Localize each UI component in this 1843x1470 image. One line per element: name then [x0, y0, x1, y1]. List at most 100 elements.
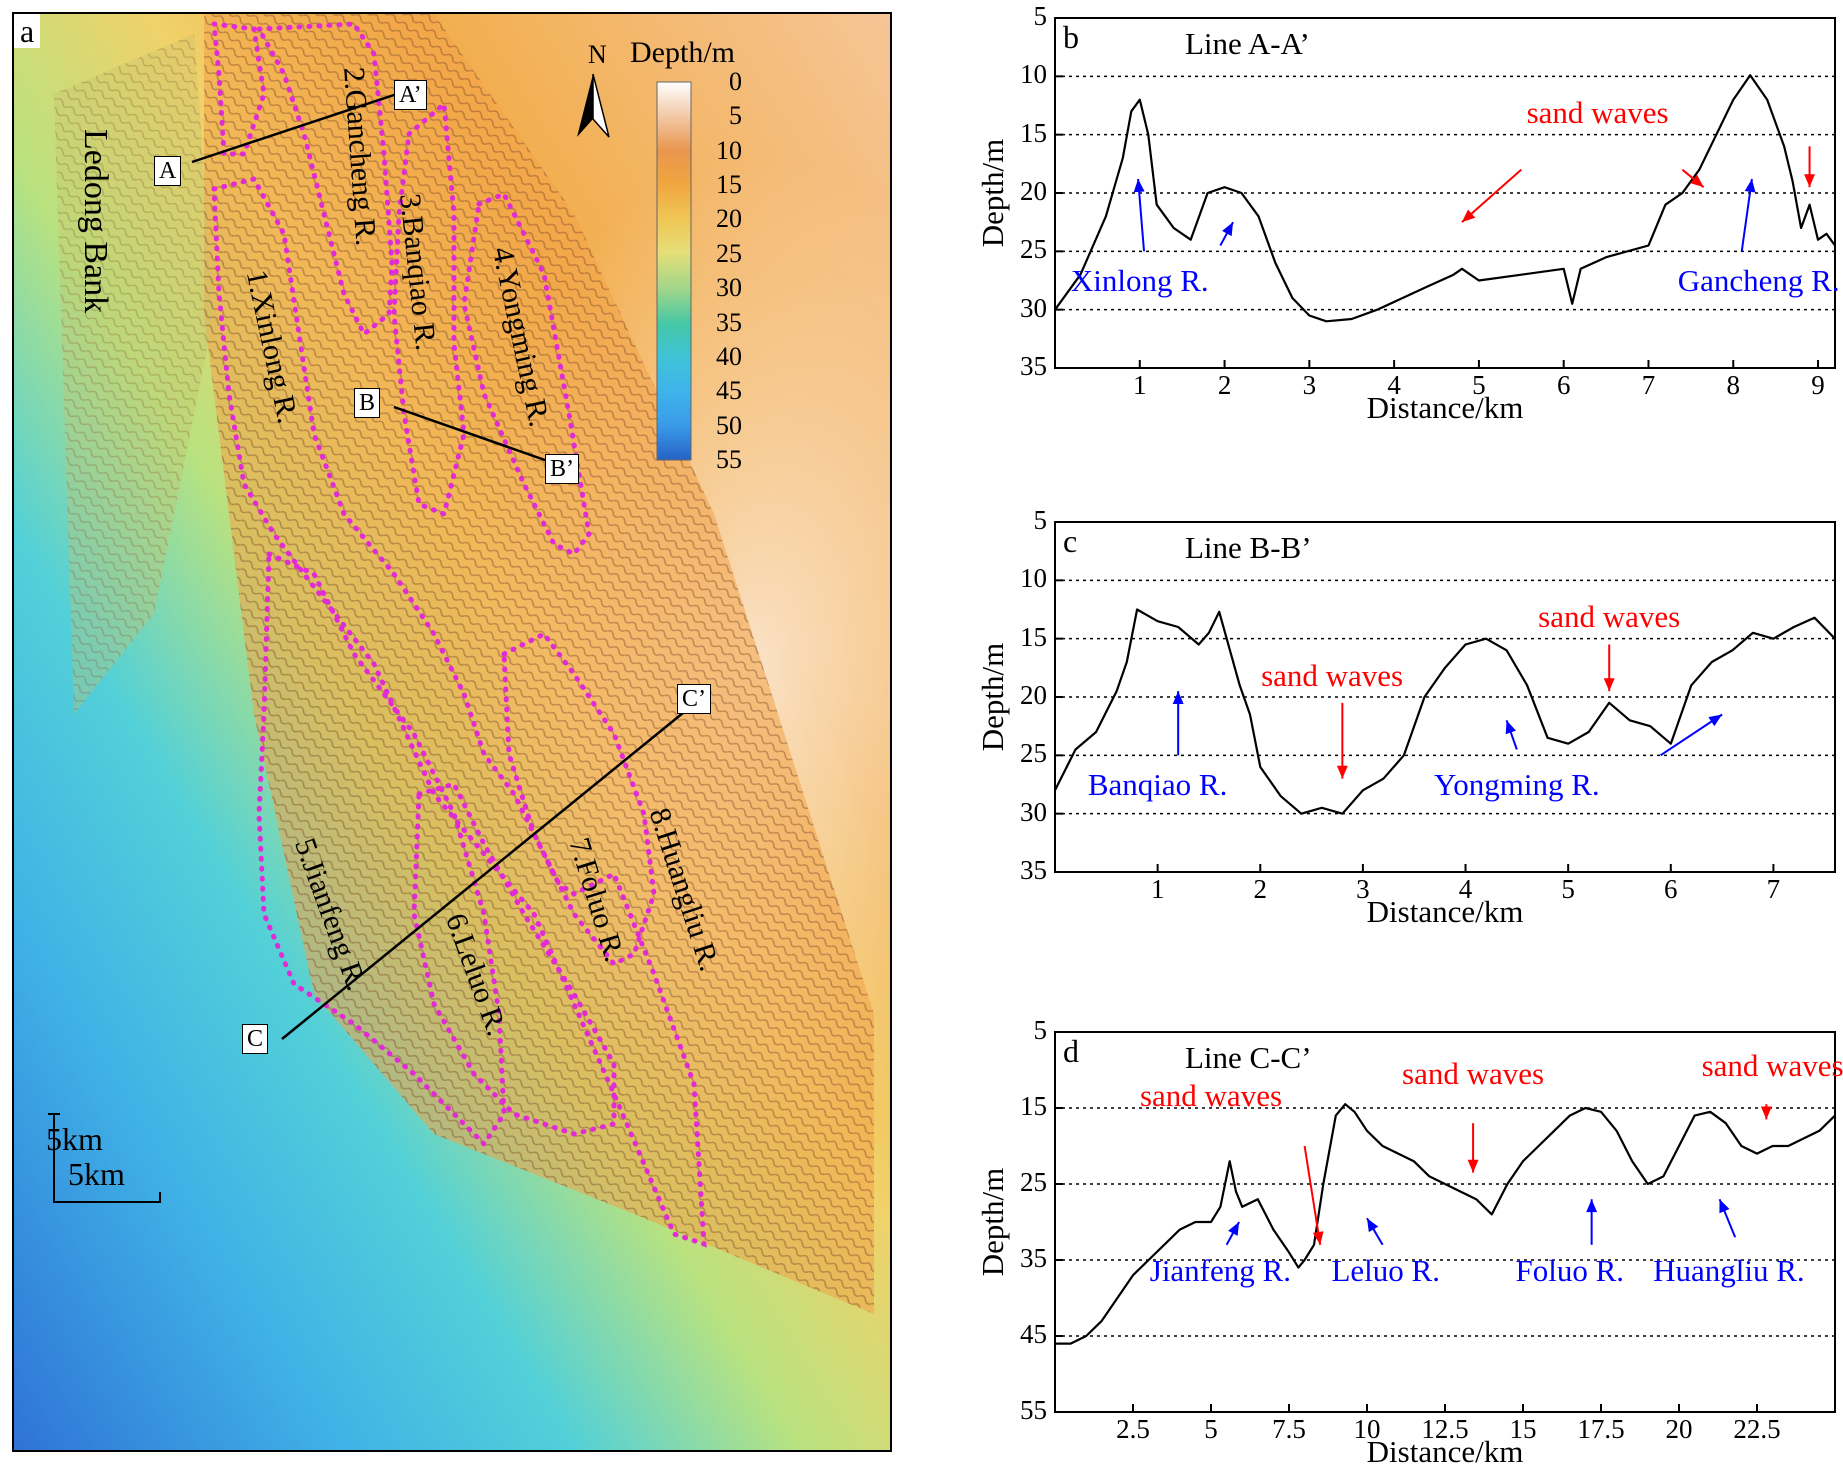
y-axis-title: Depth/m	[975, 138, 1010, 248]
profile-title: Line A-A’	[1185, 26, 1310, 61]
y-tick-label: 35	[1020, 855, 1047, 885]
x-axis-title: Distance/km	[1366, 390, 1524, 425]
legend-tick-label: 0	[729, 67, 742, 96]
ridge-label: Jianfeng R.	[1149, 1253, 1291, 1289]
scale-label-vertical: 5km	[46, 1121, 103, 1157]
ridge-label: Gancheng R.	[1677, 262, 1840, 298]
y-tick-label: 45	[1020, 1319, 1047, 1349]
panel-letter-a: a	[14, 14, 41, 48]
y-axis-title: Depth/m	[975, 1167, 1010, 1277]
legend-title: Depth/m	[630, 36, 735, 69]
y-tick-label: 25	[1020, 234, 1047, 265]
sand-waves-label: sand waves	[1402, 1055, 1545, 1091]
y-tick-label: 35	[1020, 351, 1047, 381]
legend-tick-label: 35	[716, 307, 742, 337]
line-end-b: B	[354, 388, 381, 418]
profile-panel-b: 5 10 15 20 25 30 35 1 2 3 4 5 6 7 8 9 sand waves Xinlong …	[945, 0, 1843, 505]
x-tick-label: 8	[1726, 370, 1741, 400]
profile-panel-d: 5 15 25 35 45 55 2.5 5 7.5 10 12.5 15 17.5 20 22.5 sand…	[945, 1015, 1843, 1469]
profile-panel-c: 5 10 15 20 25 30 35 1 2 3 4 5 6 7 sand waves sand waves…	[945, 505, 1843, 1020]
sand-waves-arrow	[1461, 168, 1522, 223]
x-tick-label: 3	[1356, 874, 1370, 904]
sand-waves-label: sand waves	[1538, 599, 1681, 635]
sand-waves-label: sand waves	[1139, 1078, 1283, 1114]
y-tick-label: 5	[1033, 505, 1048, 535]
y-tick-label: 30	[1020, 796, 1047, 827]
legend-tick-label: 55	[716, 445, 742, 474]
sand-waves-label: sand waves	[1261, 657, 1404, 693]
arrow-head-icon	[1367, 1218, 1379, 1233]
north-arrow-icon	[577, 73, 610, 138]
x-tick-label: 1	[1150, 874, 1165, 904]
x-tick-label: 9	[1811, 370, 1825, 400]
profile-lines	[191, 87, 695, 1040]
arrow-head-icon	[1312, 1231, 1324, 1245]
line-end-b-prime: B’	[545, 454, 579, 484]
y-tick-label: 15	[1020, 1091, 1047, 1121]
x-tick-label: 4	[1387, 370, 1401, 400]
legend-tick-label: 30	[716, 273, 742, 303]
y-tick-label: 25	[1020, 1167, 1047, 1197]
y-tick-label: 5	[1033, 1, 1048, 31]
line-end-c-prime: C’	[677, 684, 711, 714]
arrow-head-icon	[1133, 179, 1145, 193]
x-tick-label: 10	[1353, 1414, 1381, 1444]
ridge-label: Banqiao R.	[1087, 766, 1228, 802]
profile-title: Line B-B’	[1185, 530, 1312, 565]
arrow-head-icon	[1708, 714, 1723, 727]
x-tick-label: 2.5	[1116, 1414, 1150, 1444]
line-end-c: C	[242, 1024, 269, 1054]
arrow-head-icon	[1744, 179, 1756, 193]
ridge-label: Xinlong R.	[1070, 262, 1209, 298]
map-canvas	[14, 14, 890, 1450]
y-tick-label: 25	[1020, 738, 1047, 769]
arrow-head-icon	[1228, 1222, 1240, 1236]
y-tick-label: 10	[1020, 59, 1047, 90]
legend-tick-label: 20	[716, 204, 742, 234]
panel-letter-c: c	[1057, 524, 1084, 558]
x-tick-label: 7.5	[1272, 1414, 1306, 1444]
y-tick-label: 30	[1020, 292, 1047, 323]
panel-letter-d: d	[1057, 1034, 1085, 1068]
x-tick-label: 7	[1766, 874, 1781, 904]
sand-waves-label: sand waves	[1701, 1048, 1843, 1083]
x-tick-label: 1	[1133, 370, 1147, 400]
plot-frame	[1054, 17, 1836, 369]
north-label: N	[588, 40, 607, 69]
ridge-outlines	[211, 21, 707, 1248]
line-end-a-prime: A’	[394, 80, 427, 110]
legend-tick-label: 45	[716, 376, 742, 406]
ridge-label: Yongming R.	[1433, 766, 1600, 802]
ridge-label: Foluo R.	[1515, 1253, 1625, 1289]
sand-waves-label: sand waves	[1526, 95, 1669, 131]
ridge-label: Leluo R.	[1331, 1253, 1440, 1289]
y-tick-label: 15	[1020, 621, 1047, 652]
y-axis-title: Depth/m	[975, 642, 1010, 752]
profile-title: Line C-C’	[1185, 1040, 1312, 1075]
y-tick-label: 20	[1020, 176, 1047, 206]
y-tick-label: 55	[1020, 1395, 1047, 1425]
legend-tick-label: 40	[716, 341, 742, 371]
arrow-head-icon	[1586, 1199, 1598, 1213]
x-tick-label: 15	[1509, 1414, 1537, 1444]
arrow-head-icon	[1222, 222, 1234, 237]
x-tick-label: 5	[1204, 1414, 1218, 1444]
x-tick-label: 5	[1472, 370, 1486, 400]
profile-svg	[1054, 17, 1836, 369]
y-tick-label: 20	[1020, 680, 1047, 710]
x-axis-title: Distance/km	[1366, 1434, 1524, 1469]
y-tick-label: 15	[1020, 117, 1047, 148]
x-tick-label: 2	[1217, 370, 1232, 400]
legend-tick-label: 5	[729, 101, 742, 131]
x-axis-title: Distance/km	[1366, 894, 1524, 929]
x-tick-label: 22.5	[1733, 1414, 1781, 1444]
ridge-label: Huangliu R.	[1653, 1253, 1805, 1289]
x-tick-label: 5	[1561, 874, 1575, 904]
x-tick-label: 20	[1665, 1414, 1693, 1444]
arrow-head-icon	[1336, 765, 1348, 779]
x-tick-label: 12.5	[1421, 1414, 1469, 1444]
legend-tick-label: 15	[716, 170, 742, 200]
arrow-head-icon	[1690, 174, 1704, 188]
profile-svg	[1054, 521, 1836, 873]
line-end-a: A	[154, 156, 182, 186]
